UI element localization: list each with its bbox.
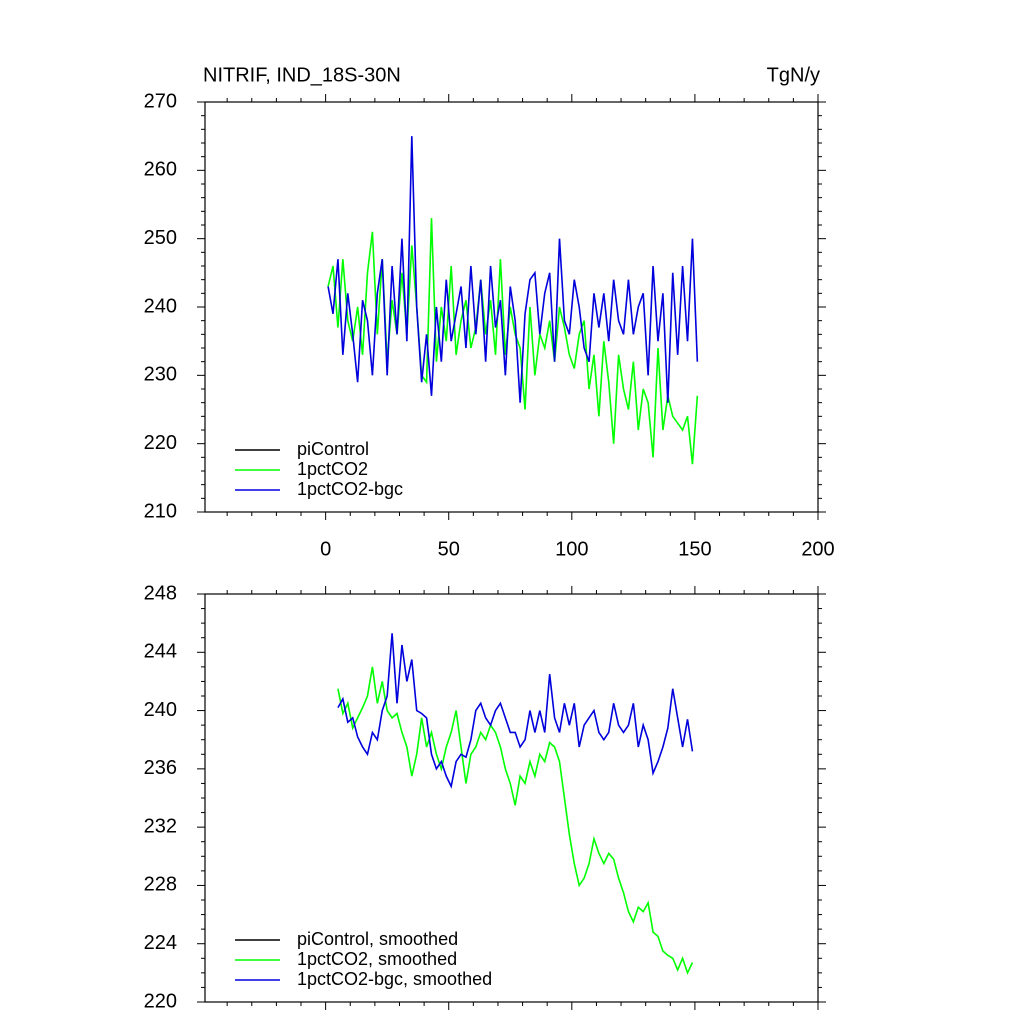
- legend-label: 1pctCO2: [297, 459, 368, 479]
- x-tick-label: 100: [555, 538, 588, 560]
- series-line: [327, 218, 699, 465]
- legend-label: piControl: [297, 439, 369, 459]
- y-tick-label: 260: [144, 159, 177, 181]
- y-tick-label: 248: [144, 582, 177, 604]
- series-line: [337, 666, 694, 975]
- y-tick-label: 240: [144, 295, 177, 317]
- y-tick-label: 220: [144, 990, 177, 1012]
- y-tick-label: 224: [144, 932, 177, 954]
- y-tick-label: 228: [144, 874, 177, 896]
- y-tick-label: 230: [144, 364, 177, 386]
- y-tick-label: 232: [144, 815, 177, 837]
- y-tick-label: 220: [144, 432, 177, 454]
- x-tick-label: 200: [801, 538, 834, 560]
- units-label: TgN/y: [767, 64, 820, 86]
- series-line: [337, 633, 694, 789]
- y-tick-label: 244: [144, 641, 177, 663]
- x-tick-label: 0: [320, 538, 331, 560]
- x-tick-label: 150: [678, 538, 711, 560]
- legend-label: 1pctCO2-bgc: [297, 479, 403, 499]
- x-tick-label: 50: [438, 538, 460, 560]
- y-tick-label: 250: [144, 227, 177, 249]
- legend-label: piControl, smoothed: [297, 929, 458, 949]
- y-tick-label: 240: [144, 699, 177, 721]
- y-tick-label: 270: [144, 90, 177, 112]
- y-tick-label: 210: [144, 500, 177, 522]
- series-line: [327, 136, 699, 403]
- legend-label: 1pctCO2-bgc, smoothed: [297, 969, 492, 989]
- y-tick-label: 236: [144, 757, 177, 779]
- chart-title: NITRIF, IND_18S-30N: [203, 64, 401, 86]
- legend-label: 1pctCO2, smoothed: [297, 949, 457, 969]
